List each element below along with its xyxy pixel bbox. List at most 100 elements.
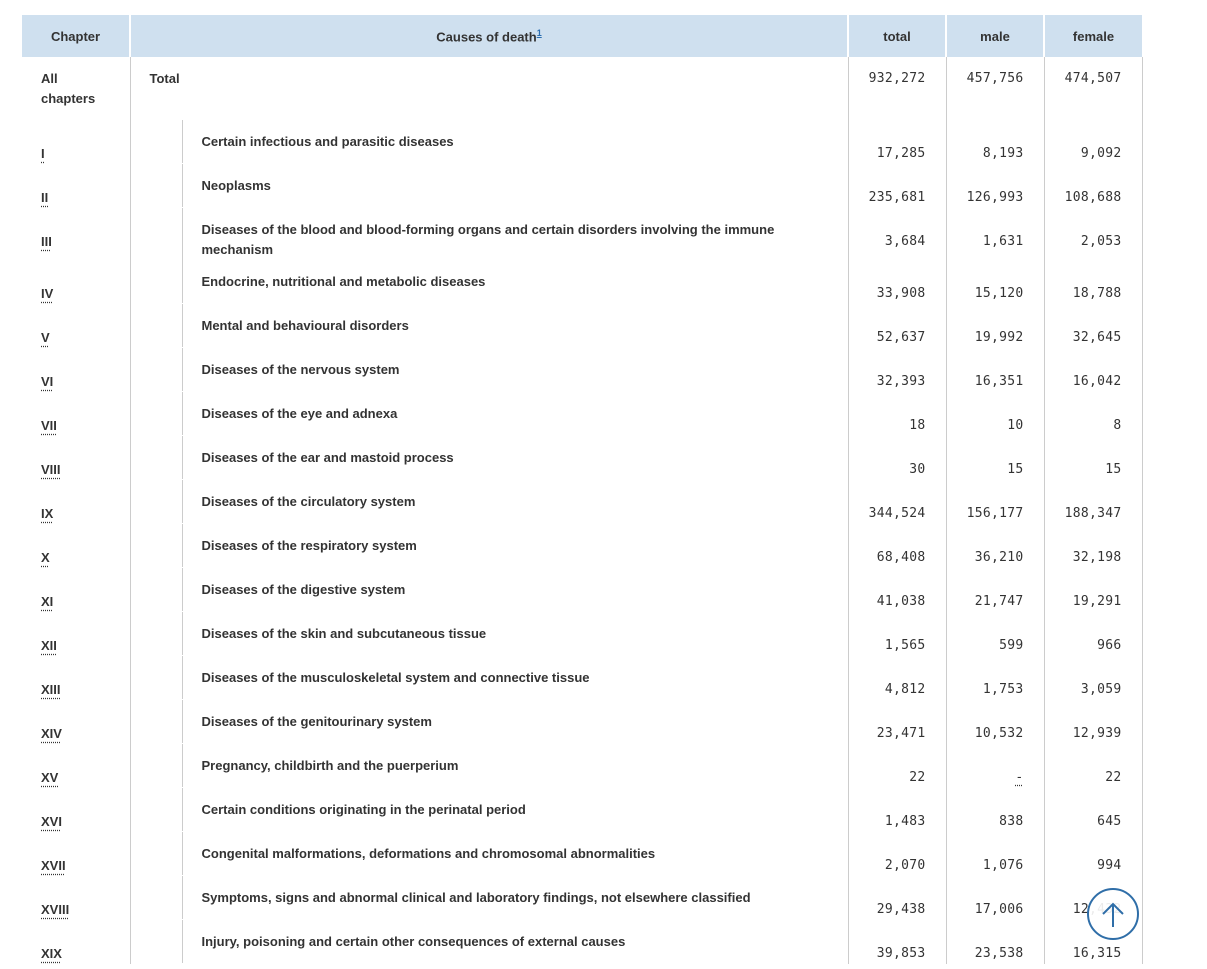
chapter-cell: XI: [22, 568, 130, 612]
chapter-abbr[interactable]: XII: [41, 638, 57, 653]
chapter-cell: XVI: [22, 788, 130, 832]
cause-cell: Injury, poisoning and certain other cons…: [129, 920, 848, 964]
male-cell: 21,747: [945, 568, 1044, 612]
chapter-cell: VIII: [22, 436, 130, 480]
male-cell: 19,992: [945, 304, 1044, 348]
table-row: XVI Certain conditions originating in the…: [22, 788, 1143, 832]
table-row: II Neoplasms 235,681 126,993 108,688: [22, 164, 1143, 208]
male-cell: 1,753: [945, 656, 1044, 700]
chapter-abbr[interactable]: VII: [41, 418, 57, 433]
cause-label: Diseases of the circulatory system: [181, 480, 848, 523]
male-value[interactable]: -: [1015, 770, 1024, 785]
chapter-abbr[interactable]: I: [41, 146, 45, 161]
chapter-abbr[interactable]: VIII: [41, 462, 61, 477]
chapter-abbr[interactable]: XVI: [41, 814, 62, 829]
male-cell: 457,756: [945, 57, 1044, 120]
cause-cell: Certain conditions originating in the pe…: [129, 788, 848, 832]
total-cell: 235,681: [847, 164, 946, 208]
header-row: Chapter Causes of death1 total male fema…: [22, 15, 1142, 57]
chapter-abbr[interactable]: XI: [41, 594, 54, 609]
female-cell: 474,507: [1043, 57, 1143, 120]
female-cell: 16,042: [1043, 348, 1143, 392]
table-row: III Diseases of the blood and blood-formi…: [22, 208, 1143, 260]
chapter-abbr[interactable]: XVIII: [41, 902, 70, 917]
chapter-abbr[interactable]: XVII: [41, 858, 66, 873]
chapter-abbr[interactable]: XIX: [41, 946, 62, 961]
table-row: I Certain infectious and parasitic diseas…: [22, 120, 1143, 164]
cause-cell: Diseases of the digestive system: [129, 568, 848, 612]
chapter-cell: VII: [22, 392, 130, 436]
table-row: XIV Diseases of the genitourinary system 2…: [22, 700, 1143, 744]
cause-label: Diseases of the musculoskeletal system a…: [181, 656, 848, 699]
female-cell: 645: [1043, 788, 1143, 832]
total-cell: 932,272: [847, 57, 946, 120]
cause-label: Mental and behavioural disorders: [181, 304, 848, 347]
chapter-abbr[interactable]: V: [41, 330, 50, 345]
header-causes-label: Causes of death: [436, 29, 537, 45]
chapter-abbr[interactable]: IV: [41, 286, 54, 301]
chapter-abbr[interactable]: VI: [41, 374, 54, 389]
cause-label: Diseases of the eye and adnexa: [181, 392, 848, 435]
chapter-abbr[interactable]: IX: [41, 506, 54, 521]
table-row: XII Diseases of the skin and subcutaneous…: [22, 612, 1143, 656]
total-cell: 68,408: [847, 524, 946, 568]
cause-cell: Pregnancy, childbirth and the puerperium: [129, 744, 848, 788]
chapter-abbr[interactable]: XV: [41, 770, 59, 785]
table-row: VI Diseases of the nervous system 32,393 16…: [22, 348, 1143, 392]
chapter-abbr[interactable]: III: [41, 234, 52, 249]
cause-cell: Endocrine, nutritional and metabolic dis…: [129, 260, 848, 304]
cause-cell: Diseases of the genitourinary system: [129, 700, 848, 744]
chapter-abbr[interactable]: II: [41, 190, 49, 205]
table-row: XI Diseases of the digestive system 41,038…: [22, 568, 1143, 612]
table-row: VII Diseases of the eye and adnexa 18 10 8: [22, 392, 1143, 436]
cause-label: Certain conditions originating in the pe…: [181, 788, 848, 831]
cause-label: Injury, poisoning and certain other cons…: [181, 920, 848, 963]
cause-cell: Total: [129, 57, 848, 120]
cause-cell: Certain infectious and parasitic disease…: [129, 120, 848, 164]
cause-label: Diseases of the genitourinary system: [181, 700, 848, 743]
total-cell: 18: [847, 392, 946, 436]
chapter-cell: I: [22, 120, 130, 164]
chapter-cell: XV: [22, 744, 130, 788]
total-cell: 41,038: [847, 568, 946, 612]
table-row: IV Endocrine, nutritional and metabolic d…: [22, 260, 1143, 304]
total-cell: 39,853: [847, 920, 946, 964]
female-cell: 16,315: [1043, 920, 1143, 964]
header-total: total: [847, 15, 946, 57]
chapter-abbr[interactable]: XIII: [41, 682, 61, 697]
cause-label: Diseases of the respiratory system: [181, 524, 848, 567]
total-cell: 29,438: [847, 876, 946, 920]
table-row: XVIII Symptoms, signs and abnormal clinic…: [22, 876, 1143, 920]
female-cell: 18,788: [1043, 260, 1143, 304]
table-row: XIX Injury, poisoning and certain other c…: [22, 920, 1143, 964]
chapter-cell: VI: [22, 348, 130, 392]
cause-cell: Diseases of the nervous system: [129, 348, 848, 392]
total-cell: 52,637: [847, 304, 946, 348]
total-cell: 1,565: [847, 612, 946, 656]
male-cell: 36,210: [945, 524, 1044, 568]
chapter-cell: II: [22, 164, 130, 208]
cause-cell: Diseases of the circulatory system: [129, 480, 848, 524]
header-chapter: Chapter: [22, 15, 130, 57]
female-cell: 966: [1043, 612, 1143, 656]
scroll-to-top-button[interactable]: [1087, 888, 1139, 940]
footnote-link[interactable]: 1: [536, 27, 542, 38]
cause-label: Neoplasms: [181, 164, 848, 207]
female-cell: 188,347: [1043, 480, 1143, 524]
female-cell: 9,092: [1043, 120, 1143, 164]
female-cell: 8: [1043, 392, 1143, 436]
table-row: V Mental and behavioural disorders 52,637 1…: [22, 304, 1143, 348]
chapter-abbr[interactable]: XIV: [41, 726, 62, 741]
female-cell: 12,939: [1043, 700, 1143, 744]
total-cell: 23,471: [847, 700, 946, 744]
total-cell: 1,483: [847, 788, 946, 832]
table-row: XVII Congenital malformations, deformatio…: [22, 832, 1143, 876]
table-row: X Diseases of the respiratory system 68,40…: [22, 524, 1143, 568]
chapter-abbr[interactable]: X: [41, 550, 50, 565]
male-cell: 15,120: [945, 260, 1044, 304]
cause-label: Diseases of the blood and blood-forming …: [181, 208, 848, 260]
cause-cell: Diseases of the respiratory system: [129, 524, 848, 568]
male-cell: 23,538: [945, 920, 1044, 964]
chapter-cell: XVIII: [22, 876, 130, 920]
male-cell: 1,076: [945, 832, 1044, 876]
